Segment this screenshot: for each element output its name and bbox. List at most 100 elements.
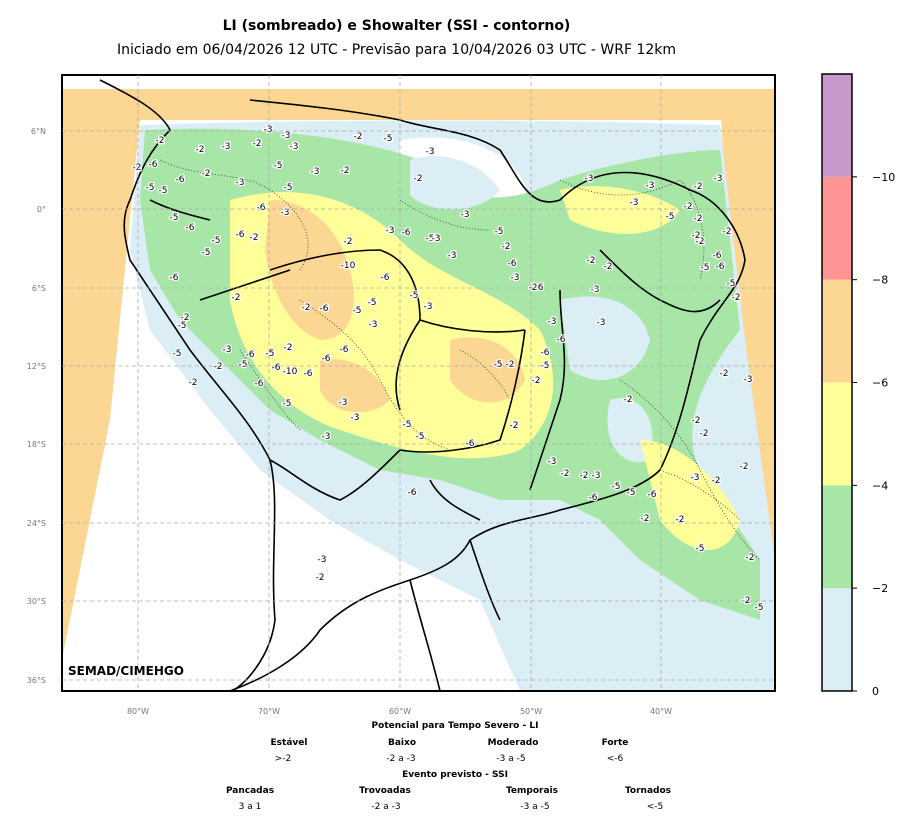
ssi-value-label: -6 (246, 350, 255, 360)
li-legend-title: Potencial para Tempo Severo - LI (371, 721, 539, 731)
ssi-value-label: -2 (341, 166, 350, 176)
ssi-value-label: -5 (173, 349, 182, 359)
ssi-value-label: -5 (612, 482, 621, 492)
lon-label: 60°W (389, 707, 411, 716)
ssi-value-label: -2 (624, 395, 633, 405)
ssi-value-label: -6 (236, 230, 245, 240)
ssi-value-label: -3 (461, 210, 470, 220)
latitude-labels: 6°N 0° 6°S 12°S 18°S 24°S 30°S 36°S (27, 127, 46, 685)
ssi-value-labels: -2-3-3 -2 -2-2 -2-3 -5-5 -2-3-6-5-3-2-5-6 -3-5… (131, 124, 764, 615)
ssi-value-label: -5 (666, 212, 675, 222)
ssi-value-label: -3 (281, 208, 290, 218)
ssi-value-label: -2 (712, 476, 721, 486)
longitude-labels: 80°W 70°W 60°W 50°W 40°W (127, 707, 672, 716)
ssi-value-label: -2 (181, 313, 190, 323)
ssi-value-label: -5 (284, 183, 293, 193)
ssi-value-label: -5 (283, 399, 292, 409)
ssi-value-label: -2 (696, 237, 705, 247)
ssi-value-label: -3 (548, 317, 557, 327)
ssi-value-label: -6 (255, 379, 264, 389)
li-category-label: Estável (270, 738, 308, 748)
map-frame (61, 74, 776, 692)
ssi-legend-title: Evento previsto - SSI (402, 770, 508, 780)
ssi-value-label: -5 (696, 544, 705, 554)
ssi-value-label: -2 (316, 573, 325, 583)
ssi-value-label: -5 (410, 291, 419, 301)
ssi-value-label: -2 (692, 416, 701, 426)
lat-label: 36°S (27, 676, 46, 685)
map-subtitle: Iniciado em 06/04/2026 12 UTC - Previsão… (116, 42, 677, 58)
map-plot-area: -2-3-3 -2 -2-2 -2-3 -5-5 -2-3-6-5-3-2-5-6 -3-5… (62, 75, 775, 691)
ssi-value-label: -5 (353, 306, 362, 316)
ssi-value-label: -6 (508, 259, 517, 269)
colorbar-tick-label: −4 (872, 479, 888, 492)
lat-label: 6°S (32, 284, 46, 293)
ssi-value-label: -3 (290, 142, 299, 152)
ssi-value-label: -5 (274, 161, 283, 171)
li-category-value: -2 a -3 (386, 754, 416, 764)
ssi-value-label: -3 (585, 174, 594, 184)
ssi-value-label: -6 (186, 223, 195, 233)
ssi-value-label: -3 (591, 285, 600, 295)
ssi-value-label: -2 (510, 421, 519, 431)
ssi-value-label: -10 (341, 261, 356, 271)
ssi-value-label: -2 (604, 262, 613, 272)
country-borders (99, 79, 746, 691)
ssi-value-label: -2 (684, 202, 693, 212)
colorbar-segment (822, 588, 852, 691)
ssi-value-label: -6 (340, 345, 349, 355)
ssi-value-label: -2 (694, 182, 703, 192)
graticule (62, 75, 775, 691)
li-category-label: Forte (601, 738, 629, 748)
ssi-value-label: -5 (266, 349, 275, 359)
ssi-value-label: -2 (561, 469, 570, 479)
colorbar-tick-label: −2 (872, 582, 888, 595)
ssi-category-value: 3 a 1 (238, 802, 262, 812)
ssi-value-label: -2 (250, 233, 259, 243)
ssi-value-label: -3 (432, 234, 441, 244)
lat-label: 24°S (27, 519, 46, 528)
ssi-value-label: -3 (282, 131, 291, 141)
ssi-value-label: -6 (176, 175, 185, 185)
ssi-value-label: -3 (386, 226, 395, 236)
ssi-value-label: -3 (264, 125, 273, 135)
ssi-value-label: -3 (646, 181, 655, 191)
ssi-value-label: -2 (133, 163, 142, 173)
ssi-category-label: Temporais (505, 786, 559, 796)
li-category-value: -3 a -5 (496, 754, 526, 764)
ssi-value-label: -2 (587, 256, 596, 266)
ssi-value-label: -6 (408, 488, 417, 498)
ssi-value-label: -5 (755, 603, 764, 613)
ssi-value-label: -5 (146, 183, 155, 193)
ssi-value-label: -6 (257, 203, 266, 213)
ssi-value-label: -2 (156, 136, 165, 146)
lat-label: 0° (37, 205, 46, 214)
ssi-value-label: -2 (694, 214, 703, 224)
ssi-category-value: <-5 (646, 802, 664, 812)
ssi-value-label: -2 (414, 174, 423, 184)
ssi-value-label: -2 (746, 553, 755, 563)
ssi-category-label: Tornados (624, 786, 672, 796)
li-category-label: Moderado (487, 738, 539, 748)
ssi-value-label: -2 (502, 242, 511, 252)
ssi-value-label: -2 (723, 227, 732, 237)
colorbar-tick-label: −6 (872, 377, 888, 390)
ssi-value-label: -2 (196, 145, 205, 155)
ssi-value-label: -2 (720, 369, 729, 379)
ssi-value-label: -6 (149, 160, 158, 170)
lon-label: 70°W (258, 707, 280, 716)
ssi-value-label: -6 (170, 273, 179, 283)
colorbar-tick-label: −8 (872, 274, 888, 287)
ssi-value-label: -2 (641, 514, 650, 524)
ssi-value-label: -5 (202, 248, 211, 258)
ssi-value-label: -3 (448, 251, 457, 261)
ssi-value-label: -3 (630, 198, 639, 208)
ssi-value-label: -5 (384, 134, 393, 144)
ssi-value-label: -5 (495, 227, 504, 237)
ssi-value-label: -3 (282, 131, 291, 141)
ssi-value-label: -5 (701, 263, 710, 273)
lon-label: 50°W (520, 707, 542, 716)
ssi-category-value: -3 a -5 (520, 802, 550, 812)
ssi-value-label: -3 (369, 320, 378, 330)
lon-label: 40°W (650, 707, 672, 716)
